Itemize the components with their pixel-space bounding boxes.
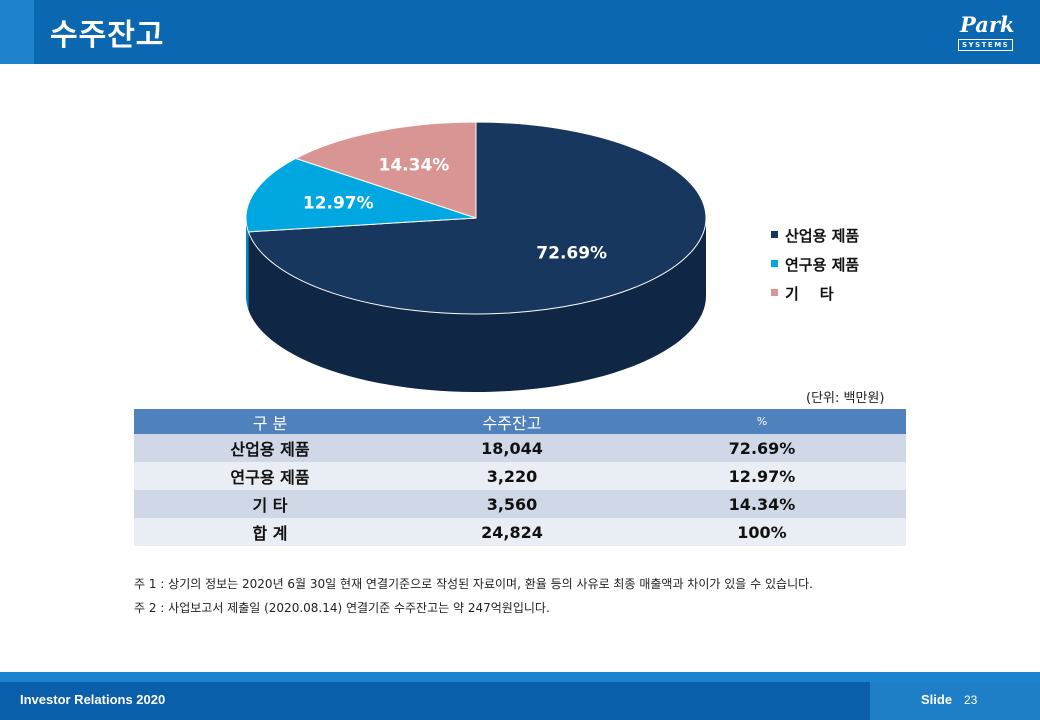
logo-script: Park bbox=[960, 12, 1015, 37]
table-row: 연구용 제품 3,220 12.97% bbox=[134, 462, 906, 490]
row-percent: 72.69% bbox=[618, 434, 906, 462]
row-category: 연구용 제품 bbox=[134, 462, 406, 490]
pie-side-1 bbox=[246, 218, 249, 310]
footer-title: Investor Relations 2020 bbox=[20, 692, 166, 707]
footer-stripe bbox=[0, 672, 1040, 682]
backlog-table: 구 분 수주잔고 % 산업용 제품 18,044 72.69% 연구용 제품 3… bbox=[134, 409, 906, 546]
table-header-row: 구 분 수주잔고 % bbox=[134, 409, 906, 434]
header-percent: % bbox=[618, 409, 906, 434]
table-row: 산업용 제품 18,044 72.69% bbox=[134, 434, 906, 462]
table-row: 기 타 3,560 14.34% bbox=[134, 490, 906, 518]
legend-label-1: 연구용 제품 bbox=[785, 256, 859, 274]
legend-swatch-2 bbox=[771, 289, 778, 296]
row-percent: 12.97% bbox=[618, 462, 906, 490]
pie-slice-0 bbox=[247, 121, 707, 315]
slide-label: Slide bbox=[921, 692, 953, 707]
row-backlog: 3,220 bbox=[406, 462, 618, 490]
company-logo: Park SYSTEMS bbox=[956, 12, 1020, 52]
row-category: 기 타 bbox=[134, 490, 406, 518]
pie-side-0 bbox=[248, 218, 707, 392]
pie-data-label-0: 72.69% bbox=[536, 244, 607, 264]
logo-box-text: SYSTEMS bbox=[958, 39, 1014, 51]
header-category: 구 분 bbox=[134, 409, 406, 434]
page-title: 수주잔고 bbox=[50, 18, 165, 53]
slide-number: 23 bbox=[964, 693, 978, 707]
footer-main bbox=[0, 682, 870, 720]
pie-data-label-1: 12.97% bbox=[303, 194, 374, 214]
row-backlog: 3,560 bbox=[406, 490, 618, 518]
legend-label-2: 기 타 bbox=[785, 285, 834, 303]
row-category: 산업용 제품 bbox=[134, 434, 406, 462]
pie-slice-2 bbox=[294, 121, 477, 219]
footnotes: 주 1 : 상기의 정보는 2020년 6월 30일 현재 연결기준으로 작성된… bbox=[134, 572, 813, 620]
footer-bar: Investor Relations 2020 Slide 23 bbox=[0, 672, 1040, 720]
legend-swatch-1 bbox=[771, 260, 778, 267]
footnote-2: 주 2 : 사업보고서 제출일 (2020.08.14) 연결기준 수주잔고는 … bbox=[134, 601, 550, 615]
header-accent bbox=[0, 0, 34, 64]
row-percent: 100% bbox=[618, 518, 906, 546]
row-category: 합 계 bbox=[134, 518, 406, 546]
footnote-1: 주 1 : 상기의 정보는 2020년 6월 30일 현재 연결기준으로 작성된… bbox=[134, 577, 813, 591]
legend-label-0: 산업용 제품 bbox=[785, 227, 859, 245]
pie-slice-1 bbox=[245, 157, 477, 233]
row-percent: 14.34% bbox=[618, 490, 906, 518]
header-bar: 수주잔고 Park SYSTEMS bbox=[0, 0, 1040, 64]
footer-right-panel bbox=[870, 682, 1040, 720]
unit-note: (단위: 백만원) bbox=[806, 391, 885, 406]
pie-data-label-2: 14.34% bbox=[379, 155, 450, 175]
row-backlog: 18,044 bbox=[406, 434, 618, 462]
table-row-total: 합 계 24,824 100% bbox=[134, 518, 906, 546]
legend-swatch-0 bbox=[771, 231, 778, 238]
row-backlog: 24,824 bbox=[406, 518, 618, 546]
header-backlog: 수주잔고 bbox=[406, 409, 618, 434]
